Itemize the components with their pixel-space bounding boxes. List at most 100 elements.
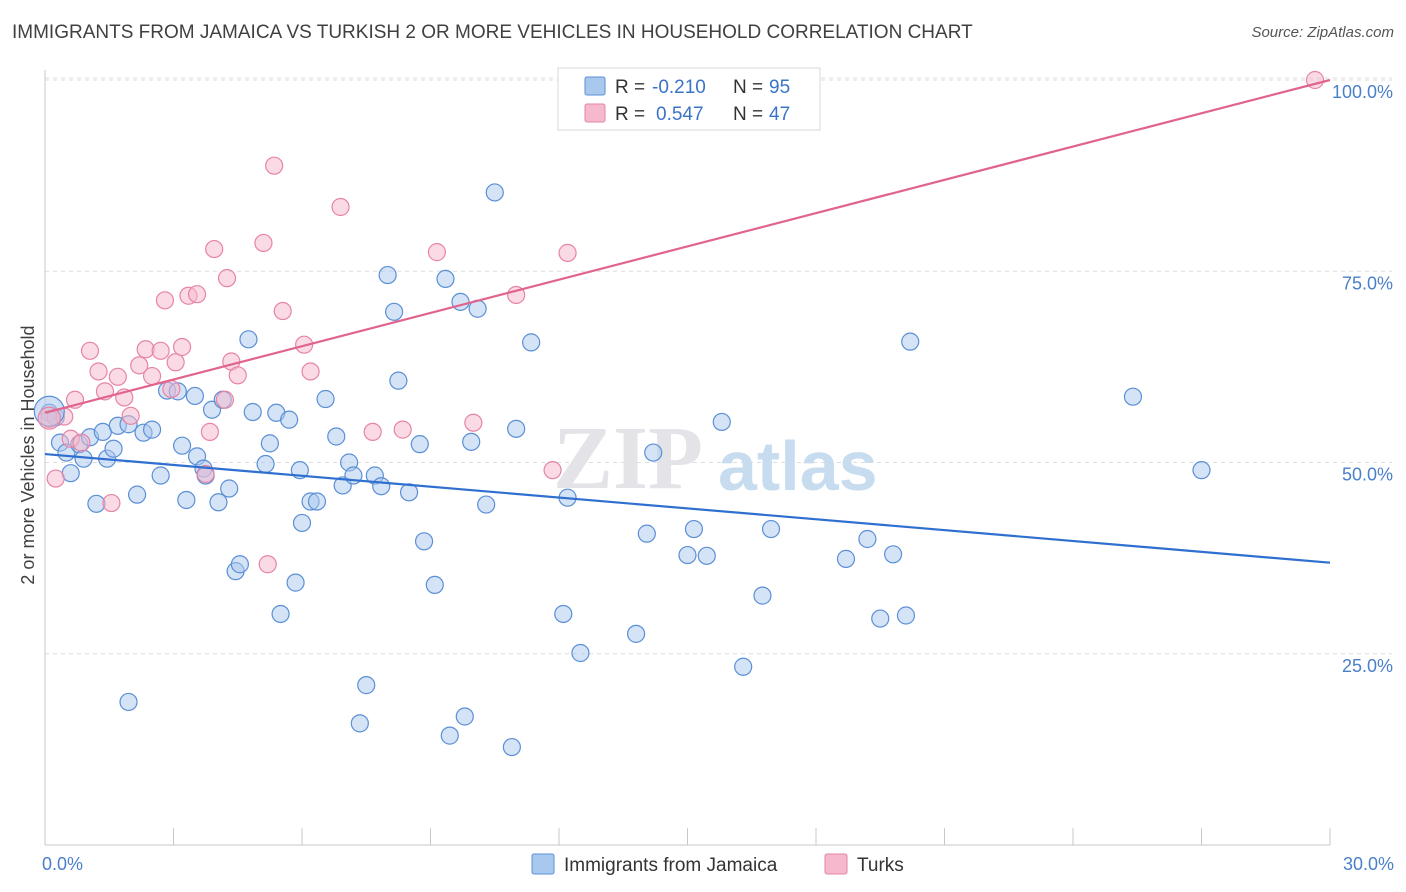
legend-top-r-value: -0.210	[652, 77, 706, 98]
turks-point	[217, 269, 237, 288]
jamaica-point	[327, 427, 346, 446]
turks-point	[155, 291, 175, 310]
turks-point	[151, 341, 170, 360]
jamaica-point	[119, 692, 138, 712]
jamaica-point	[425, 575, 444, 595]
turks-point	[464, 413, 483, 432]
turks-point	[89, 362, 108, 381]
legend-top-n-label: N =	[733, 104, 763, 125]
watermark-zip: ZIP	[553, 409, 703, 508]
legend-top-swatch-blue	[584, 76, 606, 96]
jamaica-point	[271, 604, 290, 624]
jamaica-point	[896, 606, 916, 625]
turks-point	[543, 461, 562, 480]
turks-point	[142, 366, 162, 386]
turks-point	[172, 337, 192, 357]
axis-layer: 25.0% 50.0% 75.0% 100.0% 0.0% 30.0%	[42, 70, 1394, 874]
turks-point	[558, 243, 577, 262]
turks-point	[254, 233, 273, 253]
jamaica-point	[372, 477, 391, 496]
legend-top-r-label: R =	[615, 77, 645, 98]
turks-point	[196, 464, 215, 484]
jamaica-point	[127, 485, 147, 504]
jamaica-point	[684, 519, 704, 539]
jamaica-point	[734, 657, 753, 676]
legend-bottom-label-jamaica: Immigrants from Jamaica	[564, 855, 778, 876]
turks-point-cluster	[37, 406, 61, 430]
jamaica-point	[384, 302, 404, 321]
points-layer	[33, 70, 1325, 757]
jamaica-point	[455, 707, 474, 726]
jamaica-point	[836, 549, 856, 568]
turks-point	[363, 422, 382, 441]
legend-top-n-value: 95	[769, 77, 790, 98]
jamaica-point	[256, 454, 275, 474]
jamaica-point	[378, 265, 397, 285]
turks-point	[102, 493, 121, 513]
jamaica-point	[485, 183, 504, 202]
turks-point	[393, 420, 412, 439]
jamaica-trend-line	[44, 452, 1331, 564]
watermark: ZIP atlas	[553, 409, 878, 508]
jamaica-point	[286, 573, 305, 592]
jamaica-point	[220, 479, 239, 498]
jamaica-point	[307, 492, 327, 511]
turks-point	[72, 433, 91, 452]
watermark-atlas: atlas	[718, 427, 878, 505]
jamaica-point	[901, 332, 920, 351]
jamaica-point	[172, 436, 192, 455]
jamaica-point	[697, 546, 716, 565]
legend-bottom-swatch-pink	[824, 853, 848, 875]
jamaica-point	[507, 419, 526, 438]
turks-point	[108, 367, 127, 386]
jamaica-point	[554, 604, 573, 624]
jamaica-point	[1192, 461, 1211, 480]
jamaica-point	[316, 389, 335, 409]
jamaica-point	[637, 524, 656, 543]
jamaica-point	[571, 643, 590, 663]
jamaica-point	[357, 676, 376, 695]
legend-top-n-value: 47	[769, 104, 790, 125]
turks-point	[187, 285, 207, 304]
legend-top-swatch-pink	[584, 103, 606, 123]
jamaica-point	[230, 555, 249, 574]
jamaica-point	[239, 330, 258, 349]
legend-bottom-swatch-blue	[531, 853, 555, 875]
turks-point	[215, 390, 234, 409]
jamaica-point	[350, 714, 369, 733]
jamaica-point	[280, 410, 299, 429]
turks-point	[265, 156, 284, 175]
jamaica-point	[151, 466, 170, 485]
turks-point	[331, 197, 350, 217]
jamaica-point	[410, 435, 429, 454]
y-axis-label: 2 or more Vehicles in Household	[18, 325, 38, 584]
jamaica-point	[260, 434, 279, 453]
y-tick-label: 25.0%	[1342, 656, 1393, 676]
y-tick-label: 50.0%	[1342, 465, 1393, 485]
legend-top-n-label: N =	[733, 77, 763, 98]
y-tick-label: 75.0%	[1342, 273, 1393, 293]
turks-point	[166, 353, 185, 372]
x-tick-label: 30.0%	[1343, 854, 1394, 874]
y-tick-label: 100.0%	[1332, 82, 1393, 102]
trend-layer	[44, 78, 1331, 564]
jamaica-point	[142, 420, 162, 439]
jamaica-point	[177, 490, 196, 510]
legend-top-r-label: R =	[615, 104, 645, 125]
x-tick-label: 0.0%	[42, 854, 83, 874]
jamaica-point	[502, 737, 521, 757]
jamaica-point	[414, 532, 434, 551]
jamaica-point	[626, 624, 646, 643]
jamaica-point	[678, 545, 697, 565]
turks-point	[258, 555, 277, 574]
legend-top-r-value: 0.547	[656, 104, 704, 125]
turks-point	[228, 366, 247, 385]
jamaica-point	[883, 545, 903, 564]
turks-point	[162, 379, 181, 399]
jamaica-point	[858, 529, 877, 549]
jamaica-point	[292, 513, 312, 533]
turks-point	[46, 469, 65, 488]
turks-trend-line	[44, 78, 1331, 414]
chart-title: IMMIGRANTS FROM JAMAICA VS TURKISH 2 OR …	[12, 22, 973, 43]
